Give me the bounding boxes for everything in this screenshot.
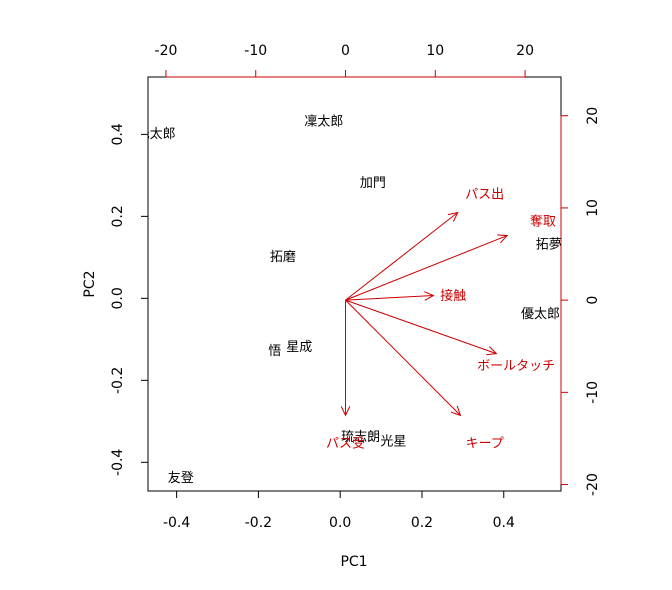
bottom-tick-label: 0.0 (329, 515, 351, 531)
bottom-tick-label: 0.4 (493, 515, 515, 531)
plot-frame (147, 76, 562, 492)
observation-label: 友登 (168, 470, 194, 486)
loading-label: ボールタッチ (477, 359, 555, 374)
observation-label: 光太郎 (137, 127, 176, 142)
bottom-tick-label: -0.2 (245, 515, 272, 531)
bottom-tick-label: -0.4 (163, 515, 190, 531)
x-axis-label: PC1 (340, 554, 367, 570)
top-axis: -20 -10 0 10 20 (155, 43, 534, 78)
arrow-head (447, 211, 459, 222)
arrow-head (340, 406, 351, 417)
loading-arrow (345, 299, 497, 355)
right-tick-label: 10 (585, 199, 601, 217)
observation-label: 光星 (380, 434, 406, 449)
loading-arrows (340, 211, 509, 417)
observation-label: 悟 (268, 344, 281, 359)
top-tick-label: 0 (341, 43, 350, 59)
arrow-head (486, 346, 498, 356)
loading-arrow (345, 212, 459, 301)
loading-label: パス出 (465, 188, 504, 203)
top-tick-label: 20 (516, 43, 534, 59)
observation-label: 凜太郎 (304, 115, 343, 130)
left-tick-label: 0.2 (110, 205, 126, 227)
loading-arrow (345, 295, 434, 301)
arrow-head (497, 234, 509, 244)
observation-label: 加門 (360, 176, 386, 191)
y-axis-label: PC2 (82, 270, 98, 297)
observation-label: 星成 (286, 340, 312, 355)
arrow-head (450, 405, 462, 417)
loading-label: キープ (466, 436, 504, 451)
loading-arrow (345, 299, 461, 416)
bottom-axis: -0.4 -0.2 0.0 0.2 0.4 (163, 490, 515, 531)
bottom-tick-label: 0.2 (411, 515, 433, 531)
left-tick-label: -0.2 (110, 367, 126, 394)
arrow-head (424, 291, 435, 301)
left-tick-label: -0.4 (110, 449, 126, 476)
right-tick-label: -10 (585, 381, 601, 404)
top-tick-label: -20 (155, 43, 178, 59)
left-axis: -0.4 -0.2 0.0 0.2 0.4 (110, 123, 149, 476)
observation-label: 琉志朗 (341, 430, 380, 445)
loading-label: 接触 (440, 288, 466, 304)
right-tick-label: 20 (585, 107, 601, 125)
top-tick-label: 10 (426, 43, 444, 59)
loading-label: パス受 (326, 436, 365, 451)
top-tick-label: -10 (244, 43, 267, 59)
observation-label: 優太郎 (521, 307, 560, 322)
right-tick-label: 0 (585, 296, 601, 305)
observation-label: 拓夢 (536, 238, 562, 253)
observation-label: 拓磨 (270, 250, 296, 265)
left-tick-label: 0.4 (110, 123, 126, 145)
right-tick-label: -20 (585, 473, 601, 496)
loading-arrow (345, 235, 508, 301)
loading-label: 奪取 (530, 213, 556, 229)
right-axis: -20 -10 0 10 20 (560, 107, 601, 496)
left-tick-label: 0.0 (110, 287, 126, 309)
